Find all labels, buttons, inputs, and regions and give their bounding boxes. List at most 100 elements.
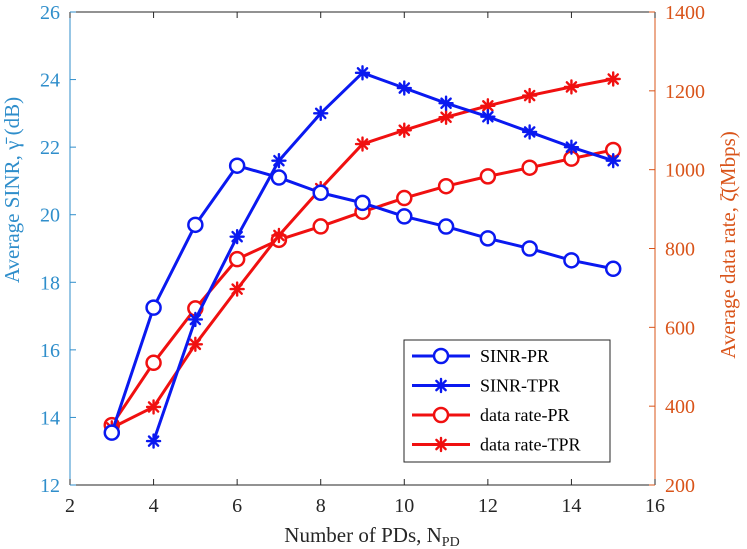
legend-marker bbox=[433, 377, 449, 394]
data-point bbox=[228, 157, 246, 174]
marker-stroke bbox=[314, 107, 327, 120]
data-point bbox=[521, 124, 538, 140]
series-layer bbox=[103, 65, 622, 449]
data-point bbox=[521, 159, 538, 176]
data-point bbox=[563, 252, 580, 269]
data-point bbox=[437, 218, 455, 235]
marker-stroke bbox=[440, 111, 452, 124]
marker-stroke bbox=[435, 438, 447, 451]
x-tick-label: 8 bbox=[316, 495, 326, 517]
legend-label: SINR-PR bbox=[480, 346, 549, 366]
data-point bbox=[604, 260, 622, 278]
y-left-tick-label: 22 bbox=[40, 137, 60, 159]
marker-stroke bbox=[482, 110, 494, 123]
marker-stroke bbox=[147, 435, 160, 447]
data-point bbox=[479, 168, 497, 185]
legend-label: data rate-PR bbox=[480, 405, 569, 425]
y-right-tick-label: 800 bbox=[665, 239, 695, 261]
y-left-tick-label: 26 bbox=[40, 2, 60, 24]
x-tick-label: 10 bbox=[394, 495, 414, 517]
y-left-tick-label: 20 bbox=[40, 205, 60, 227]
marker-stroke bbox=[356, 138, 369, 150]
marker-stroke bbox=[189, 313, 202, 326]
marker-stroke bbox=[565, 81, 578, 93]
legend-entry: data rate-PR bbox=[412, 405, 569, 425]
marker-stroke bbox=[607, 73, 620, 85]
marker-stroke bbox=[398, 124, 411, 137]
marker-stroke bbox=[231, 283, 243, 295]
data-point bbox=[605, 152, 621, 169]
y-right-tick-label: 1200 bbox=[665, 81, 705, 103]
y-right-tick-label: 1000 bbox=[665, 160, 705, 182]
data-point bbox=[229, 228, 245, 245]
data-point bbox=[396, 208, 413, 225]
data-point bbox=[187, 311, 204, 328]
y-right-tick-label: 1400 bbox=[665, 2, 705, 24]
ticks-layer: 2 4 6 8 10 12 14 161214161820222426200400600800… bbox=[40, 2, 705, 517]
data-point bbox=[396, 122, 412, 138]
data-point bbox=[271, 152, 287, 169]
data-point bbox=[438, 109, 454, 125]
y-left-tick-label: 14 bbox=[40, 407, 60, 429]
y-left-tick-label: 12 bbox=[40, 475, 60, 497]
x-axis-label-main: Number of PDs, N bbox=[284, 523, 442, 547]
data-point bbox=[354, 194, 371, 212]
data-point bbox=[145, 299, 162, 316]
marker-stroke bbox=[435, 379, 447, 392]
x-tick-label: 14 bbox=[561, 495, 581, 517]
data-point bbox=[563, 139, 580, 155]
marker-stroke bbox=[523, 126, 536, 138]
series-sinr-tpr bbox=[145, 65, 621, 449]
y-left-tick-label: 24 bbox=[40, 70, 60, 92]
marker-stroke bbox=[398, 82, 411, 94]
data-point bbox=[563, 79, 580, 95]
y-right-tick-label: 400 bbox=[665, 396, 695, 418]
x-tick-label: 4 bbox=[149, 495, 159, 517]
series-line bbox=[152, 71, 614, 442]
data-point bbox=[313, 105, 329, 122]
x-tick-label: 6 bbox=[232, 495, 242, 517]
y-axis-left-label: Average SINR, γ̄ (dB) bbox=[0, 97, 24, 283]
legend-entry: SINR-TPR bbox=[412, 376, 560, 396]
data-point bbox=[271, 227, 287, 244]
marker-stroke bbox=[273, 229, 285, 242]
legend-marker bbox=[433, 436, 449, 453]
legend-label: SINR-TPR bbox=[480, 376, 560, 396]
data-point bbox=[312, 218, 329, 235]
marker-stroke bbox=[189, 338, 202, 351]
data-point bbox=[479, 230, 497, 247]
marker-stroke bbox=[231, 230, 243, 243]
y-right-tick-label: 600 bbox=[665, 317, 695, 339]
data-point bbox=[438, 95, 454, 111]
legend-entry: SINR-PR bbox=[412, 346, 549, 366]
data-point bbox=[521, 87, 538, 104]
data-point bbox=[187, 336, 204, 352]
x-axis-label-subscript: PD bbox=[442, 535, 460, 549]
marker-stroke bbox=[440, 97, 452, 110]
legend-marker bbox=[432, 347, 450, 365]
marker-stroke bbox=[523, 89, 536, 102]
marker-stroke bbox=[273, 154, 285, 167]
data-point bbox=[270, 169, 288, 186]
legend: SINR-PR SINR-TPR data rate-PR data rate-TPR bbox=[403, 339, 611, 463]
y-left-tick-label: 16 bbox=[40, 340, 60, 362]
y-left-tick-label: 18 bbox=[40, 272, 60, 294]
data-point bbox=[396, 80, 412, 96]
data-point bbox=[437, 177, 455, 195]
data-point bbox=[187, 216, 204, 234]
series-sinr-pr bbox=[103, 157, 622, 441]
marker-stroke bbox=[147, 401, 160, 413]
legend-label: data rate-TPR bbox=[480, 435, 580, 455]
marker-stroke bbox=[482, 100, 494, 112]
data-point bbox=[605, 71, 621, 87]
marker-stroke bbox=[607, 154, 620, 167]
legend-entry: data rate-TPR bbox=[412, 435, 580, 455]
data-point bbox=[145, 433, 162, 449]
data-point bbox=[228, 250, 246, 268]
data-point bbox=[145, 354, 162, 372]
x-tick-label: 16 bbox=[645, 495, 665, 517]
x-tick-label: 2 bbox=[65, 495, 75, 517]
data-point bbox=[354, 136, 371, 152]
data-point bbox=[521, 240, 538, 257]
